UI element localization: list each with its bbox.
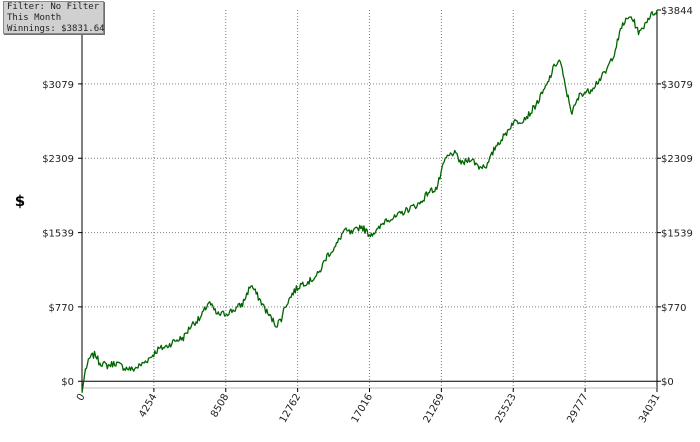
x-tick-label: 34031 [637,392,662,425]
x-tick-label: 12762 [278,392,303,425]
y-tick-label-right: $1539 [661,229,693,240]
x-tick-label: 29777 [565,392,590,425]
x-tick-label: 21269 [422,392,447,425]
axes [78,9,661,392]
y-tick-label-left: $2309 [42,154,74,165]
filter-text: Filter: No Filter [7,2,100,12]
y-tick-label-left: $3079 [42,80,74,91]
series-layer [81,9,658,393]
winnings-line [81,9,658,393]
winnings-text: Winnings: $3831.64 [7,24,105,34]
y-tick-label-right: $3079 [661,80,693,91]
y-tick-label-right: $0 [661,377,674,388]
x-tick-label: 0 [75,392,88,403]
y-tick-label-right: $3844 [661,6,693,17]
period-text: This Month [7,13,62,23]
x-tick-label: 8508 [209,392,231,420]
y-tick-label-right: $770 [661,303,686,314]
y-tick-label-left: $1539 [42,229,74,240]
y-axis-label: $ [15,192,25,210]
y-tick-label-left: $0 [61,377,74,388]
filter-info-box: Filter: No Filter This Month Winnings: $… [3,1,105,34]
tick-labels: $0 $770 $1539 $2309 $3079 $0 $770 $1539 $2309 $30… [42,6,693,425]
x-tick-label: 25523 [493,392,518,425]
grid-lines [82,10,657,388]
y-tick-label-left: $770 [49,303,74,314]
x-tick-label: 4254 [137,392,159,420]
y-tick-label-right: $2309 [661,154,693,165]
x-tick-label: 17016 [350,392,375,425]
